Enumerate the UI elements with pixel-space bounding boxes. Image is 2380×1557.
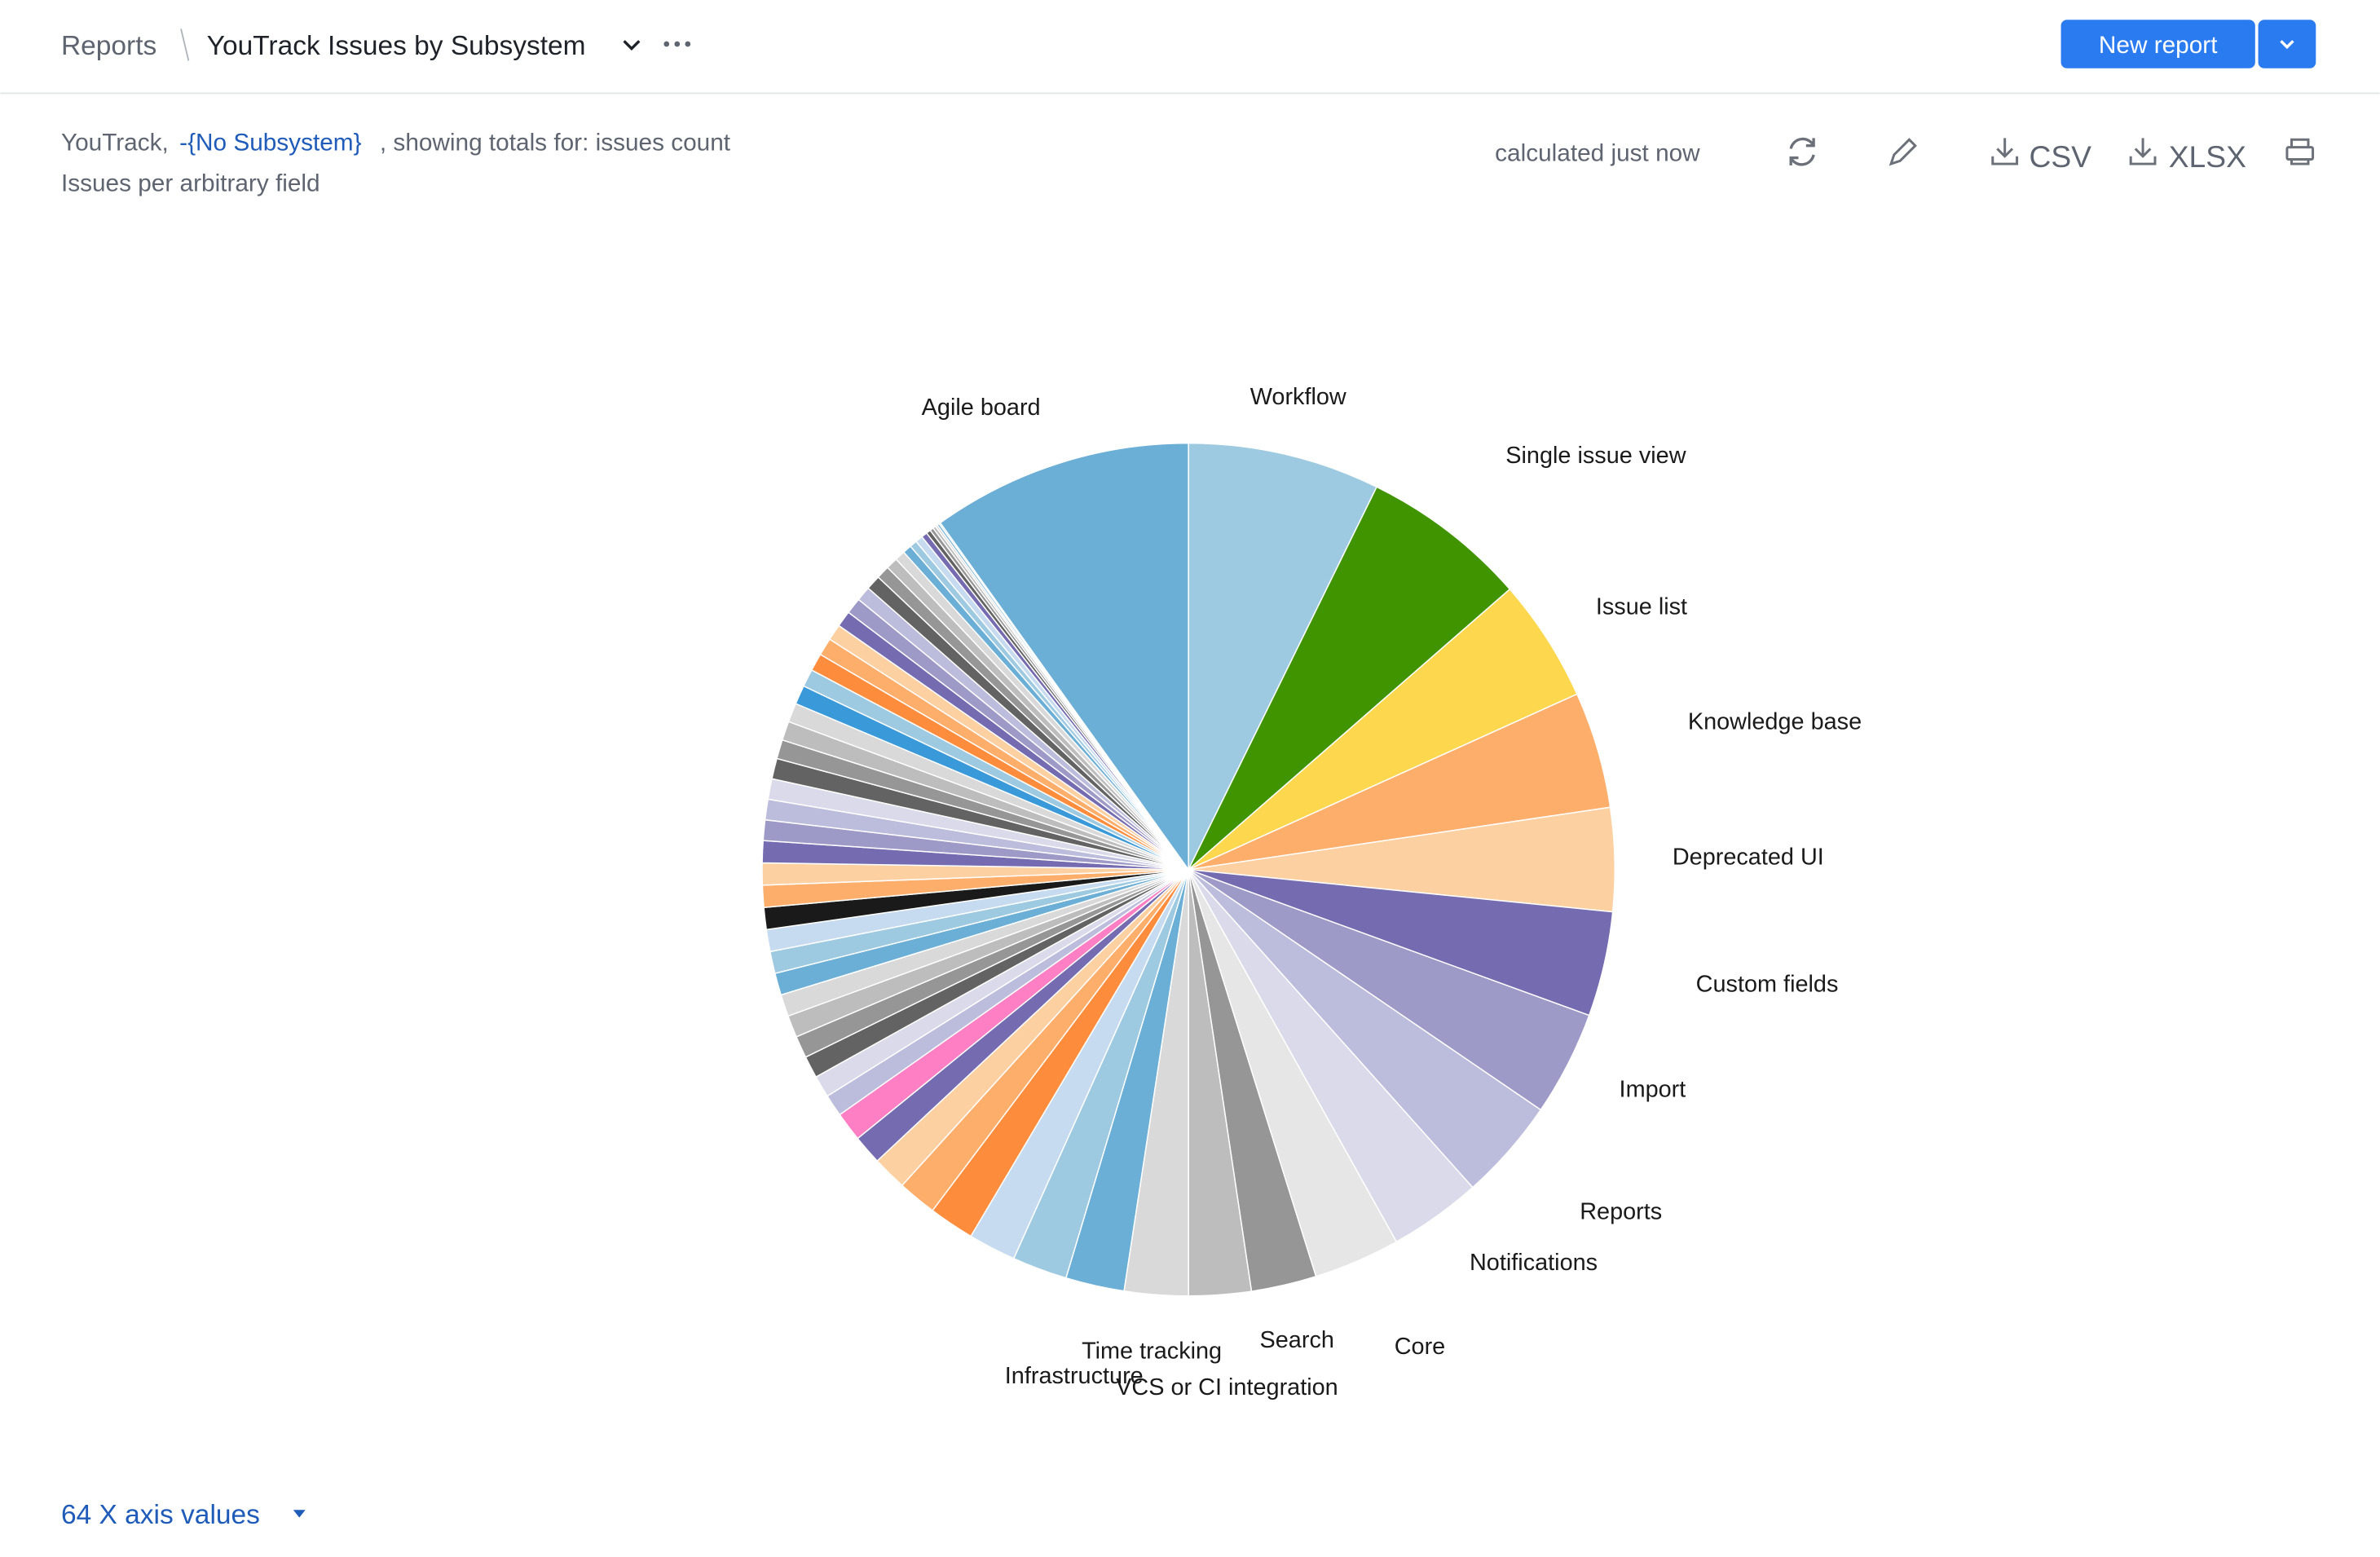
slice-label: VCS or CI integration [1116, 1374, 1338, 1400]
toggle-arrow[interactable] [293, 1510, 306, 1518]
csv-button[interactable]: CSV [2029, 139, 2091, 174]
separator [180, 29, 190, 61]
csv-download-icon[interactable] [1991, 138, 2019, 165]
pie-slice [1188, 486, 1511, 871]
slice-label: Knowledge base [1688, 709, 1862, 735]
new-report-label[interactable]: New report [2099, 32, 2218, 59]
xlsx-button[interactable]: XLSX [2169, 139, 2246, 174]
slice-label: Workflow [1250, 384, 1346, 410]
filter-project: YouTrack, [61, 129, 169, 156]
print-icon[interactable] [2285, 138, 2315, 165]
x-axis-values-toggle[interactable]: 64 X axis values [61, 1500, 260, 1530]
pie-chart: Workflow Single issue view Issue list Knowl… [761, 384, 1862, 1400]
slice-label: Agile board [922, 395, 1041, 421]
filter-subsystem[interactable]: -{No Subsystem} [179, 129, 361, 156]
menu-arrow [2280, 40, 2294, 50]
more-menu[interactable] [663, 41, 691, 47]
title-dropdown[interactable] [623, 40, 641, 51]
slice-label: Deprecated UI [1673, 844, 1824, 870]
calc-status: calculated just now [1495, 139, 1700, 166]
new-report-menu[interactable] [2258, 20, 2316, 68]
xlsx-download-icon[interactable] [2129, 138, 2157, 165]
filter-totals: , showing totals for: issues count [380, 129, 731, 156]
report-title[interactable]: YouTrack Issues by Subsystem [207, 31, 586, 61]
slice-label: Issue list [1596, 593, 1687, 620]
pie-slice [1188, 442, 1378, 871]
slice-label: Search [1260, 1327, 1334, 1353]
slice-label: Custom fields [1696, 971, 1839, 997]
new-report-button[interactable] [2060, 20, 2255, 68]
slice-label: Single issue view [1505, 443, 1686, 469]
slice-label: Notifications [1470, 1250, 1598, 1276]
refresh-icon[interactable] [1789, 137, 1815, 166]
slice-label: Core [1395, 1334, 1446, 1360]
edit-icon[interactable] [1889, 138, 1917, 166]
pie-slice [1188, 588, 1578, 871]
slice-label: Import [1620, 1076, 1686, 1102]
slice-label: Infrastructure [1005, 1363, 1144, 1389]
pie-slice [939, 442, 1189, 872]
slice-label: Reports [1580, 1198, 1662, 1224]
subtitle: Issues per arbitrary field [61, 170, 320, 197]
breadcrumb[interactable]: Reports [61, 31, 156, 61]
slice-label: Time tracking [1082, 1338, 1222, 1364]
